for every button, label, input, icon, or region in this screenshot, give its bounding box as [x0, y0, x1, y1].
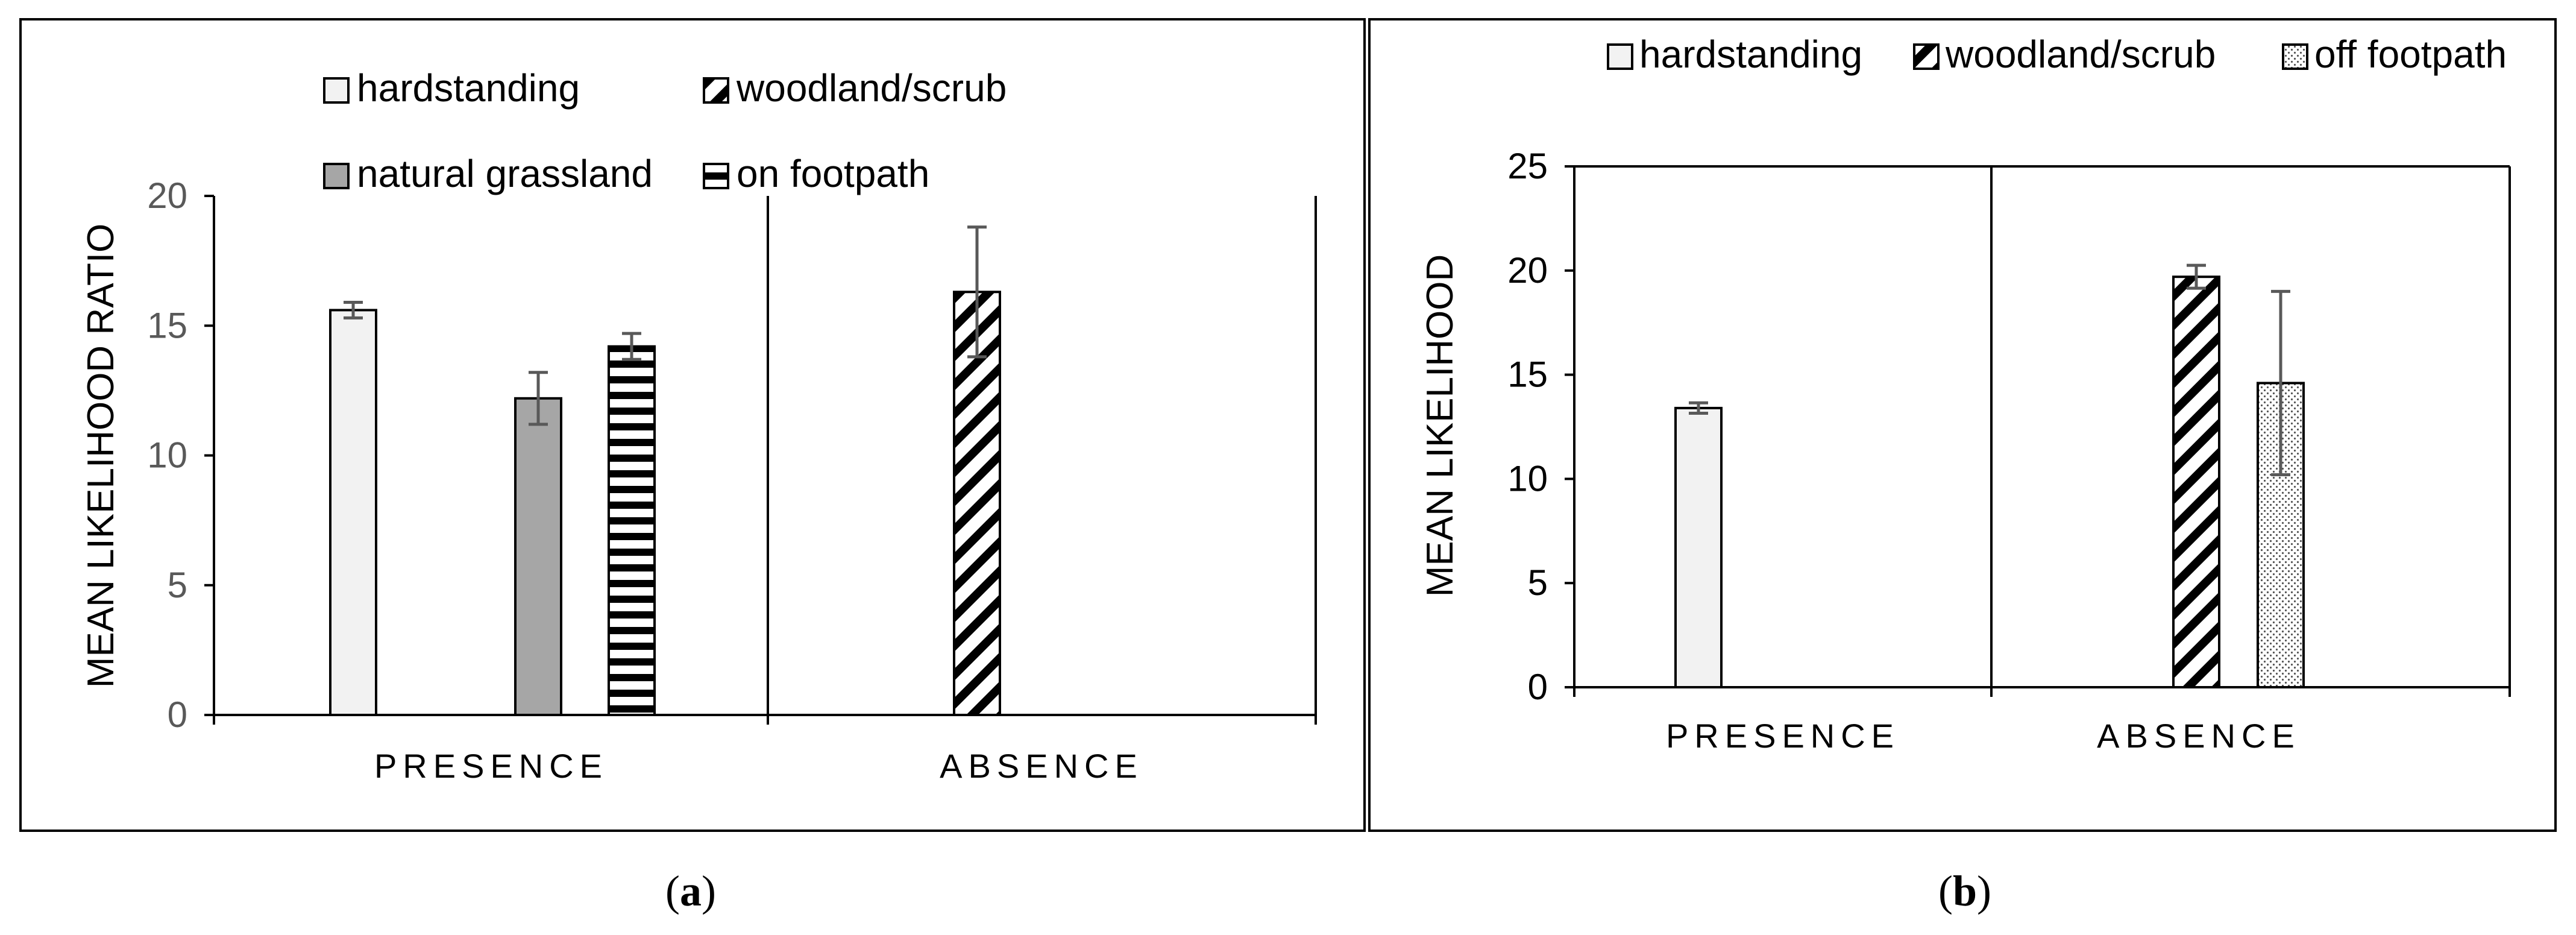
legend-label: woodland/scrub	[736, 66, 1007, 110]
y-tick-label: 5	[168, 565, 187, 605]
legend-swatch-off-footpath	[2282, 43, 2308, 70]
y-axis-title: MEAN LIKELIHOOD	[1419, 254, 1461, 597]
bar-natural-grassland	[514, 397, 562, 716]
y-tick-label: 0	[168, 694, 187, 735]
category-label: ABSENCE	[940, 747, 1143, 785]
legend-swatch-woodland-scrub	[703, 77, 729, 104]
y-tick-label: 0	[1528, 667, 1548, 707]
panel-label: a	[680, 867, 702, 915]
legend-swatch-on-footpath	[703, 163, 729, 189]
y-tick-label: 20	[1507, 250, 1548, 291]
panel-b-frame	[1368, 18, 2557, 832]
legend-label: on footpath	[737, 152, 929, 195]
legend-swatch-natural-grassland	[323, 163, 350, 189]
panel-label: b	[1953, 867, 1977, 915]
legend-swatch-woodland-scrub	[1913, 43, 1940, 70]
legend-label: natural grassland	[357, 152, 653, 195]
panel-a-frame	[19, 18, 1366, 832]
bar-woodland-scrub	[2172, 275, 2220, 688]
y-tick-label: 10	[1507, 458, 1548, 499]
legend-swatch-hardstanding	[1607, 43, 1633, 70]
panel-caption-b: (b)	[1938, 867, 1991, 915]
panel-caption-a: (a)	[665, 867, 716, 915]
y-tick-label: 5	[1528, 562, 1548, 603]
legend: hardstanding woodland/scrub natural gras…	[323, 66, 1007, 195]
bar-hardstanding	[1674, 406, 1723, 688]
y-tick-label: 10	[147, 435, 187, 476]
legend-label: off footpath	[2314, 33, 2507, 76]
legend-swatch-hardstanding	[323, 77, 350, 104]
bar-on-footpath	[608, 345, 656, 716]
category-label: ABSENCE	[2097, 717, 2301, 755]
legend: hardstanding woodland/scrub off footpath	[1607, 33, 2507, 76]
y-tick-label: 15	[1507, 354, 1548, 395]
bar-woodland-scrub	[953, 291, 1001, 717]
panel-b: MEAN LIKELIHOOD PRESENCE ABSENCE 0 5 10 15 2…	[1419, 33, 2511, 755]
category-label: PRESENCE	[1666, 717, 1900, 755]
y-tick-label: 15	[147, 305, 187, 345]
y-axis-title: MEAN LIKELIHOOD RATIO	[80, 224, 122, 688]
legend-label: hardstanding	[357, 66, 580, 110]
category-label: PRESENCE	[374, 747, 608, 785]
legend-label: woodland/scrub	[1945, 33, 2216, 76]
bar-hardstanding	[329, 309, 377, 716]
legend-label: hardstanding	[1639, 33, 1862, 76]
y-tick-label: 25	[1507, 146, 1548, 186]
panel-a: MEAN LIKELIHOOD RATIO PRESENCE ABSENCE 0…	[80, 66, 1317, 785]
y-tick-label: 20	[147, 175, 187, 216]
